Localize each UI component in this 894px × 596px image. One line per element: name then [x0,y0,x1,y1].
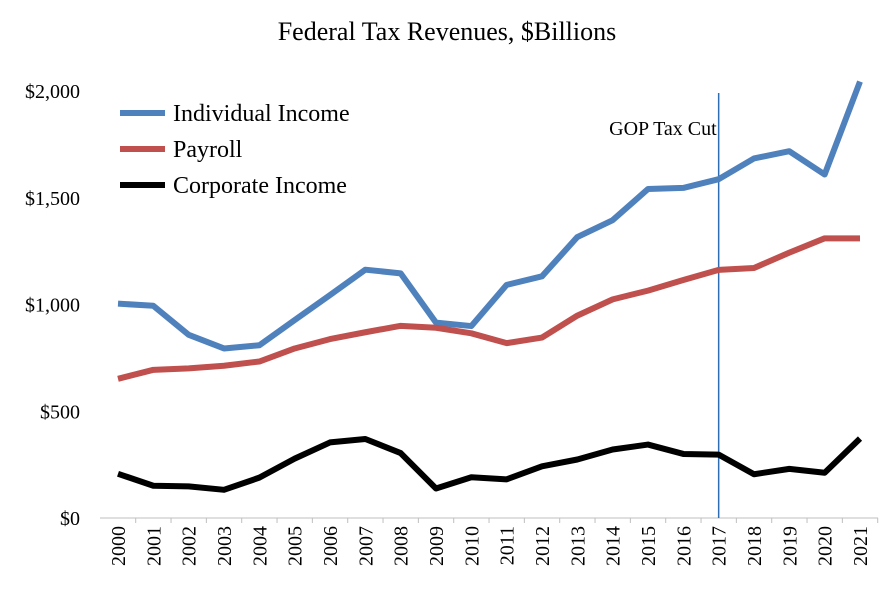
series-line-individual-income [117,80,863,352]
y-tick-label: $1,500 [25,188,80,210]
legend-label: Individual Income [173,101,350,127]
x-tick-label: 2007 [355,526,377,566]
x-tick-label: 2018 [744,526,766,566]
x-tick-label: 2020 [815,526,837,566]
x-tick-label: 2000 [108,526,130,566]
x-tick-label: 2015 [638,526,660,566]
x-tick-label: 2005 [285,526,307,566]
x-tick-label: 2021 [850,526,872,566]
chart-title: Federal Tax Revenues, $Billions [278,17,617,46]
series-line-payroll [117,235,860,382]
x-tick-label: 2017 [709,526,731,566]
series-line-corporate-income [117,436,863,493]
x-tick-label: 2002 [179,526,201,566]
x-tick-label: 2014 [603,526,625,566]
x-tick-label: 2013 [567,526,589,566]
y-tick-label: $2,000 [25,81,80,103]
annotation-label: GOP Tax Cut [609,118,717,140]
legend-label: Corporate Income [173,173,347,199]
y-tick-label: $0 [60,508,80,530]
y-tick-label: $500 [40,401,80,423]
legend-label: Payroll [173,137,243,163]
y-tick-label: $1,000 [25,295,80,317]
x-tick-label: 2008 [391,526,413,566]
x-tick-label: 2004 [249,526,271,566]
x-tick-label: 2016 [673,526,695,566]
x-tick-label: 2009 [426,526,448,566]
x-tick-label: 2006 [320,526,342,566]
x-tick-label: 2011 [497,526,519,565]
x-tick-label: 2019 [779,526,801,566]
x-tick-label: 2010 [461,526,483,566]
x-tick-label: 2012 [532,526,554,566]
x-tick-label: 2001 [143,526,165,566]
x-tick-label: 2003 [214,526,236,566]
